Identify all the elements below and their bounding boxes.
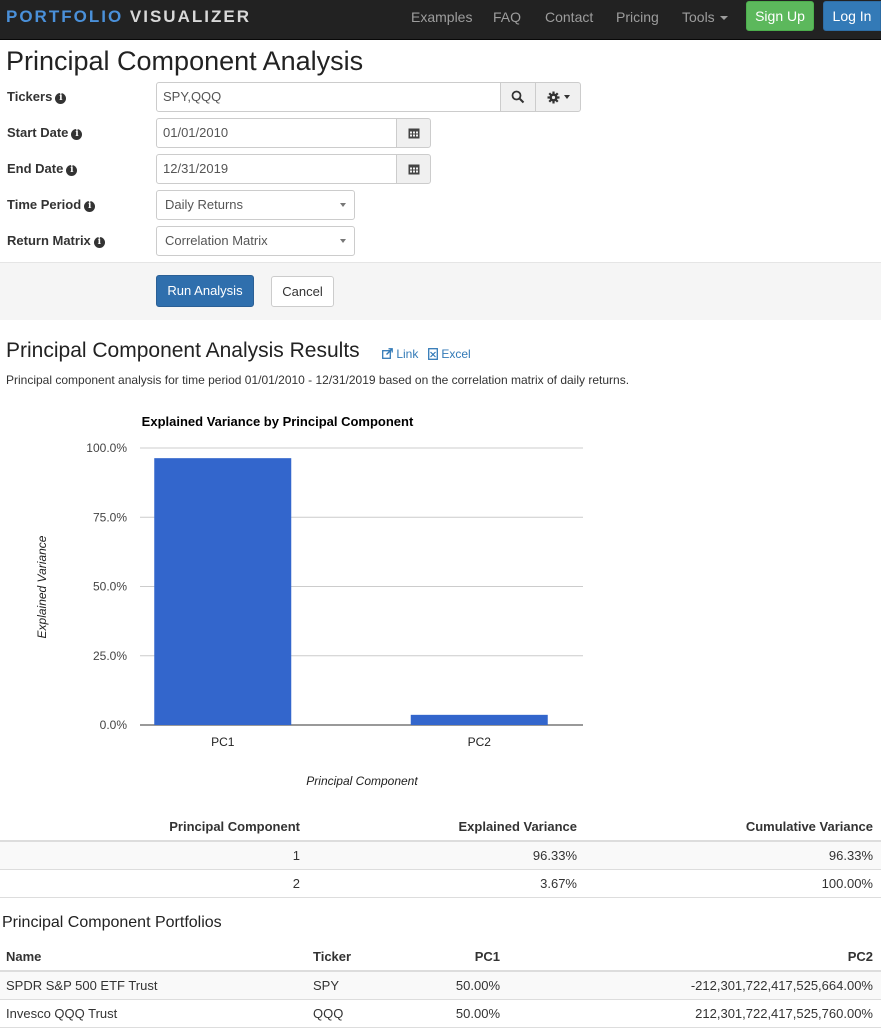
link-label: Link [396,347,419,361]
table-cell: 96.33% [532,848,577,863]
brand-part2: VISUALIZER [129,7,251,26]
table-cell: 1 [292,848,300,863]
nav-link-faq[interactable]: FAQ [493,9,522,25]
y-axis-label: Explained Variance [35,535,49,638]
bar-pc2 [410,714,548,725]
portfolios-table-header: Name Ticker PC1 PC2 [0,942,881,972]
th-explained-variance: Explained Variance [458,819,577,834]
chart-title: Explained Variance by Principal Componen… [142,414,414,429]
settings-button[interactable] [535,82,581,112]
run-analysis-button[interactable]: Run Analysis [156,275,254,307]
time-period-value: Daily Returns [165,197,244,212]
file-spreadsheet-icon [428,348,438,360]
tickers-label-text: Tickers [7,89,53,104]
table-cell: 96.33% [828,848,873,863]
chevron-down-icon [563,95,570,99]
tickers-input[interactable]: SPY,QQQ [156,82,501,112]
nav-link-tools-label: Tools [682,9,715,25]
table-cell: 3.67% [540,876,577,891]
chevron-down-icon [340,239,346,243]
nav-link-pricing[interactable]: Pricing [616,9,659,25]
th-name: Name [6,949,42,964]
table-cell: QQQ [313,1006,344,1021]
end-date-input[interactable]: 12/31/2019 [156,154,397,184]
variance-table-header: Principal Component Explained Variance C… [0,812,881,842]
table-cell: -212,301,722,417,525,664.00% [690,978,873,993]
calendar-icon [408,128,419,139]
start-date-label-text: Start Date [7,125,69,140]
explained-variance-chart: Explained Variance by Principal Componen… [35,414,583,788]
results-description: Principal component analysis for time pe… [6,373,630,387]
th-ticker: Ticker [313,949,352,964]
table-cell: 100.00% [821,876,873,891]
excel-label: Excel [441,347,471,361]
link-link[interactable]: Link [382,347,418,361]
table-row: 2 3.67% 100.00% [0,870,881,898]
return-matrix-label-text: Return Matrix [7,233,91,248]
y-tick-label: 0.0% [100,718,128,732]
cancel-button[interactable]: Cancel [271,276,334,307]
return-matrix-label: Return Matrix i [7,233,105,248]
nav-link-tools[interactable]: Tools [682,9,728,25]
y-tick-label: 75.0% [93,510,127,524]
form-actions-bar [0,262,881,320]
table-cell: 50.00% [455,978,500,993]
th-pc1: PC1 [474,949,500,964]
end-date-label: End Date i [7,161,78,176]
y-tick-label: 25.0% [93,649,127,663]
y-tick-label: 100.0% [86,441,127,455]
bar-pc1 [154,458,292,725]
info-icon[interactable]: i [71,128,83,140]
time-period-select[interactable]: Daily Returns [156,190,355,220]
start-date-label: Start Date i [7,125,83,140]
end-date-label-text: End Date [7,161,64,176]
th-cumulative-variance: Cumulative Variance [745,819,873,834]
chevron-down-icon [340,203,346,207]
nav-link-contact[interactable]: Contact [545,9,594,25]
time-period-label: Time Period i [7,197,96,212]
brand-logo[interactable]: PORTFOLIO VISUALIZER [6,7,251,27]
end-date-calendar-button[interactable] [396,154,431,184]
nav-link-examples[interactable]: Examples [411,9,473,25]
start-date-input[interactable]: 01/01/2010 [156,118,397,148]
log-in-button[interactable]: Log In [823,1,881,31]
x-axis-label: Principal Component [306,774,418,788]
return-matrix-select[interactable]: Correlation Matrix [156,226,355,256]
info-icon[interactable]: i [84,200,96,212]
table-row: 1 96.33% 96.33% [0,842,881,870]
tickers-label: Tickers i [7,89,67,104]
x-tick-label: PC2 [468,735,492,749]
results-title: Principal Component Analysis Results [6,339,360,362]
y-tick-label: 50.0% [93,580,127,594]
page-title: Principal Component Analysis [6,46,364,76]
table-row: SPDR S&P 500 ETF Trust SPY 50.00% -212,3… [0,972,881,1000]
x-tick-label: PC1 [211,735,235,749]
table-cell: 212,301,722,417,525,760.00% [695,1006,873,1021]
info-icon[interactable]: i [55,92,67,104]
table-cell: Invesco QQQ Trust [6,1006,118,1021]
search-icon [511,90,525,104]
start-date-calendar-button[interactable] [396,118,431,148]
external-link-icon [382,348,393,359]
excel-link[interactable]: Excel [428,347,471,361]
table-cell: 50.00% [455,1006,500,1021]
th-pc2: PC2 [847,949,873,964]
table-cell: SPY [313,978,340,993]
time-period-label-text: Time Period [7,197,82,212]
info-icon[interactable]: i [66,164,78,176]
top-navbar: PORTFOLIO VISUALIZER Examples FAQ Contac… [0,0,881,40]
return-matrix-value: Correlation Matrix [165,233,268,248]
table-cell: SPDR S&P 500 ETF Trust [6,978,158,993]
sign-up-button[interactable]: Sign Up [746,1,814,31]
portfolios-title: Principal Component Portfolios [2,914,222,931]
gear-icon [547,91,559,103]
th-principal-component: Principal Component [169,819,300,834]
chevron-down-icon [719,16,728,21]
info-icon[interactable]: i [93,236,105,248]
search-button[interactable] [500,82,536,112]
calendar-icon [408,164,419,175]
table-cell: 2 [292,876,300,891]
brand-part1: PORTFOLIO [6,7,124,26]
